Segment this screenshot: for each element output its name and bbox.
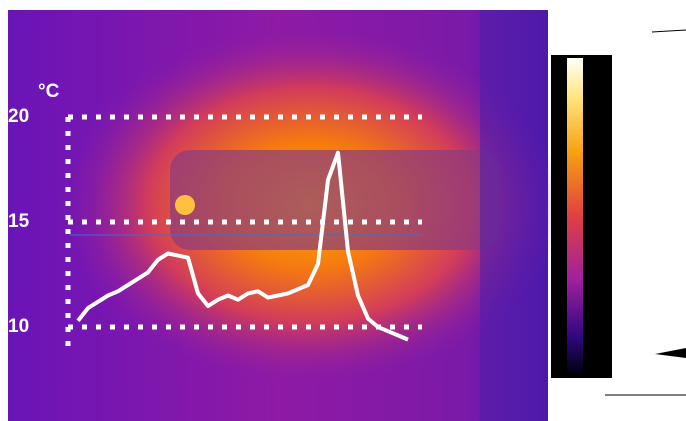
y-tick-label: 20 [8,106,29,127]
y-tick-label: 15 [8,211,30,232]
decor-line [652,30,686,32]
decor-arrow [655,348,686,358]
colorbar [567,58,583,374]
y-axis-label: °C [38,81,60,102]
wall [480,10,548,421]
y-tick-label: 10 [8,316,29,337]
thermal-view: °C 10 15 20 [0,0,686,421]
hot-spot [175,195,195,215]
